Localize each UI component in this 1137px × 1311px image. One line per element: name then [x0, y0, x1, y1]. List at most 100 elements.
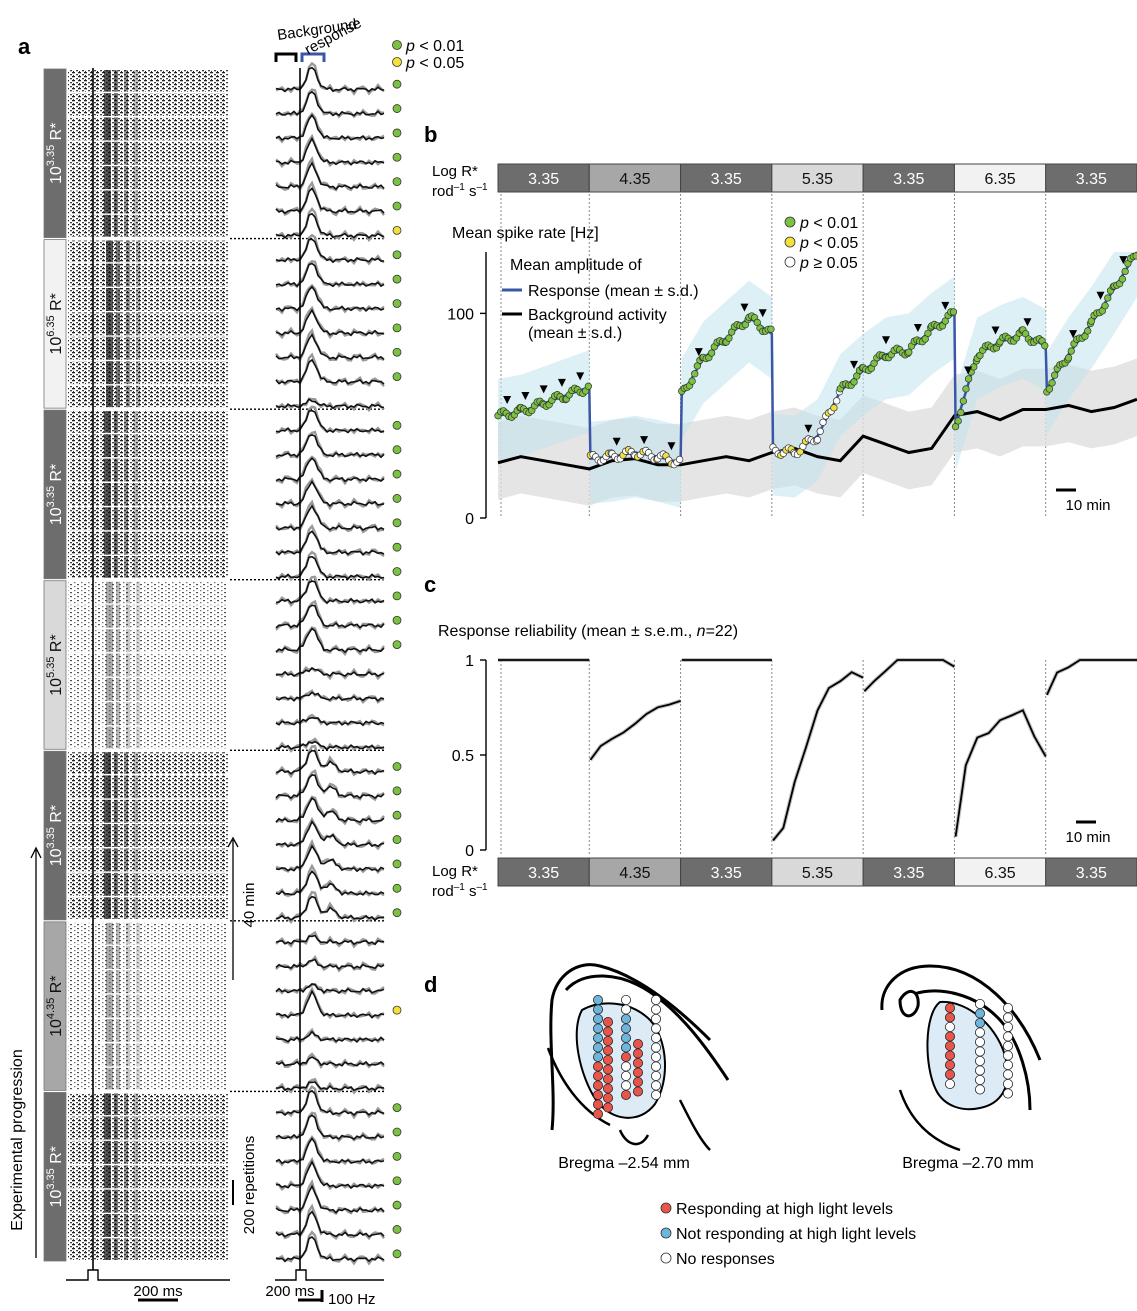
light-level-segment — [588, 857, 682, 887]
recording-site — [593, 1014, 604, 1025]
recording-site — [621, 1014, 632, 1025]
recording-site — [975, 1075, 986, 1086]
response-point — [949, 308, 958, 316]
psth-trace-mean — [275, 691, 385, 702]
significance-dot — [392, 177, 402, 187]
recording-site — [1003, 1041, 1014, 1052]
response-band — [104, 411, 111, 578]
recording-site — [945, 1012, 956, 1023]
svg-text:200 ms: 200 ms — [265, 1283, 314, 1300]
raster-block — [68, 240, 228, 408]
psth-trace-mean — [275, 716, 385, 727]
psth-trace-sd — [275, 954, 385, 973]
panel-c: Response reliability (mean ± s.e.m., n=2… — [432, 623, 1137, 900]
block-shade — [43, 750, 67, 921]
experimental-progression-arrow: Experimental progression — [9, 846, 42, 1258]
psth-trace-sd — [275, 713, 385, 727]
recording-site — [945, 1060, 956, 1071]
panel-d-legend: Responding at high light levels Not resp… — [660, 1201, 916, 1268]
significance-dot — [392, 128, 402, 138]
panel-b: 3.35 4.35 3.35 5.35 3.35 6.35 3.35 Log R* rod–… — [432, 163, 1137, 528]
recording-site — [603, 1083, 614, 1094]
reliability-line — [498, 659, 1137, 842]
block-arrowhead — [521, 391, 530, 400]
psth-trace-mean — [275, 989, 385, 1019]
recording-site — [945, 1031, 956, 1042]
psth-trace-mean — [275, 1056, 385, 1067]
svg-text:p ≥ 0.05: p ≥ 0.05 — [799, 255, 858, 272]
psth-trace-sd — [275, 689, 385, 705]
psth-trace-mean — [275, 934, 385, 946]
light-level-segment — [680, 857, 773, 887]
psth-trace-sd — [275, 1111, 385, 1143]
significance-dot — [392, 615, 402, 625]
block-arrowhead — [503, 396, 512, 405]
light-level-label: 3.35 — [1076, 865, 1107, 882]
recording-site — [1003, 1022, 1014, 1033]
response-point — [707, 349, 716, 357]
recording-site — [1003, 1012, 1014, 1023]
psth-trace-mean — [275, 332, 385, 361]
block-label: 106.35 R* — [45, 293, 65, 354]
block-shade — [43, 68, 67, 238]
recording-site — [593, 1109, 604, 1120]
significance-dot — [392, 518, 402, 528]
psth-trace-sd — [275, 1052, 385, 1070]
response-point — [830, 404, 838, 412]
panel-label-c: c — [424, 572, 436, 597]
psth-trace-mean — [275, 1089, 385, 1117]
psth-trace-mean — [275, 1236, 385, 1263]
psth-trace-mean — [275, 1210, 385, 1238]
psth-trace-sd — [275, 327, 385, 362]
significance-dot — [392, 79, 402, 89]
recording-site — [975, 1084, 986, 1095]
psth-trace-mean — [275, 161, 385, 191]
svg-text:p < 0.05: p < 0.05 — [799, 235, 858, 252]
significance-dot — [392, 591, 402, 601]
response-point — [819, 418, 827, 427]
psth-trace-sd — [275, 768, 385, 802]
significance-dot — [392, 786, 402, 796]
psth-trace-mean — [275, 627, 385, 654]
psth-trace-mean — [275, 555, 385, 580]
significance-dot — [392, 908, 402, 918]
psth-trace-sd — [275, 626, 385, 657]
recording-site — [593, 1080, 604, 1091]
light-level-segment — [862, 857, 955, 887]
response-band — [124, 70, 128, 237]
psth-trace-sd — [275, 863, 385, 898]
block-arrowhead — [881, 336, 890, 345]
block-arrowhead — [991, 326, 1000, 335]
psth-trace-mean — [275, 397, 385, 410]
raster-block — [68, 752, 228, 919]
light-bar-label-bottom: Log R* — [432, 863, 478, 880]
y-tick-label: 0 — [465, 511, 474, 528]
significance-dot — [392, 1225, 402, 1234]
block-arrowhead — [1096, 291, 1105, 300]
psth-trace-mean — [275, 504, 385, 532]
light-level-label: 3.35 — [893, 865, 924, 882]
response-band — [104, 1093, 111, 1260]
svg-text:p < 0.05: p < 0.05 — [405, 55, 464, 72]
recording-site — [975, 1046, 986, 1057]
psth-trace-mean — [275, 740, 385, 751]
block-arrowhead — [694, 348, 703, 357]
response-point — [1051, 371, 1059, 379]
response-band — [136, 922, 140, 1090]
response-point — [725, 334, 733, 342]
response-point — [1067, 347, 1075, 355]
recording-site — [975, 1056, 986, 1067]
panel-b-ylabel: Mean spike rate [Hz] — [452, 225, 599, 242]
recording-site — [651, 1090, 662, 1101]
response-band — [114, 752, 118, 919]
response-point — [1064, 354, 1073, 362]
psth-trace-mean — [275, 457, 385, 483]
significance-dot — [392, 640, 402, 650]
light-level-segment — [862, 163, 955, 193]
psth-trace-mean — [275, 1184, 385, 1214]
response-point — [1041, 342, 1049, 350]
psth-trace-sd — [275, 1135, 385, 1167]
psth-traces — [275, 61, 385, 1270]
light-level-label: 3.35 — [528, 171, 559, 188]
